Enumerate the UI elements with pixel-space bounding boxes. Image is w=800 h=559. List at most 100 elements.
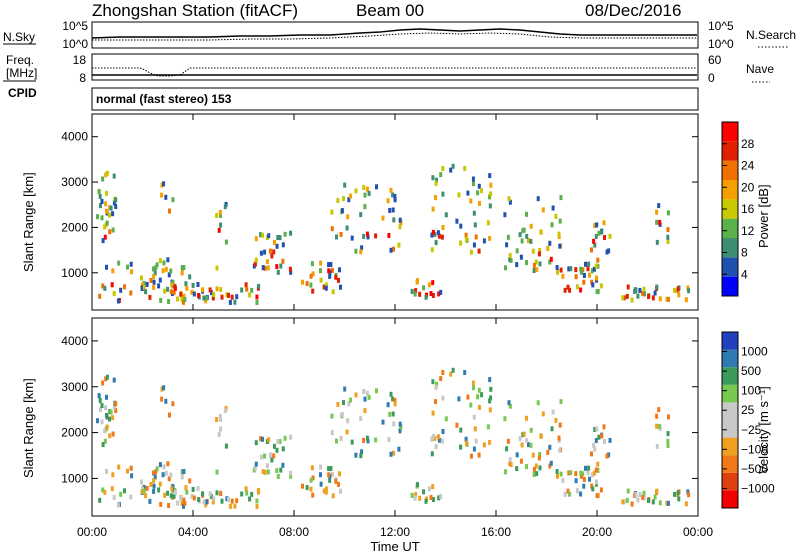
velocity-cell [559,399,563,405]
power-cell [559,195,563,201]
power-cell [466,190,470,196]
power-cell [518,232,522,238]
power-cell [594,263,598,269]
power-cell [472,242,476,248]
velocity-cell [602,424,606,430]
velocity-cell [653,494,657,500]
velocity-cell [469,402,473,408]
velocity-cell [160,386,164,392]
power-cell [554,213,558,219]
velocity-cell [119,491,123,497]
velocity-cell [191,486,195,492]
power-cell [625,293,629,299]
power-cell [311,288,315,294]
power-cell [590,247,593,253]
velocity-cell [162,464,166,470]
power-cell [480,188,484,194]
power-cell [311,271,315,277]
power-cell [100,215,104,221]
power-cell [388,207,392,213]
velocity-cell [327,472,331,478]
power-cell [666,227,670,233]
velocity-cell [667,414,670,420]
power-cell [389,187,393,193]
power-cell [590,279,594,285]
power-cell [112,173,116,179]
y-tick-label: 2000 [61,220,88,234]
power-cell [142,284,146,290]
velocity-cell [550,426,554,432]
velocity-cell [555,469,559,474]
velocity-cell [466,394,470,400]
power-cell [350,235,354,241]
power-cell [568,287,572,293]
power-cell [459,240,463,246]
velocity-cell [676,490,680,496]
power-cell [541,207,545,213]
power-cell [641,290,645,296]
power-cell [319,277,323,283]
power-cell [666,234,670,240]
velocity-cell [319,464,323,470]
date-label: 08/Dec/2016 [585,1,681,20]
power-cell [289,269,293,275]
velocity-cell [359,416,363,422]
power-cell [334,274,338,280]
power-cell [204,298,208,304]
power-cell [255,294,259,300]
power-cell [602,220,606,226]
velocity-cell [104,405,108,411]
power-cell [647,294,650,299]
velocity-cell [114,401,118,407]
power-cell [253,261,257,267]
colorbar-segment [722,160,738,180]
velocity-cell [305,485,309,491]
noise-panel: N.Sky 10^5 10^0 10^5 10^0 N.Search [3,19,796,51]
power-cell [430,232,434,238]
power-cell [595,275,598,281]
power-cell [188,274,192,280]
power-cell [180,296,184,302]
power-cell [488,173,492,179]
power-cell [574,267,578,273]
velocity-cell [309,477,313,483]
velocity-cell [340,412,344,418]
y-tick-label: 4000 [61,130,88,144]
power-cell [215,286,219,292]
velocity-cell [270,457,274,463]
power-cell [375,184,378,190]
velocity-cell [389,451,393,457]
power-cell [558,243,562,249]
velocity-cell [217,431,221,437]
velocity-cell [148,498,152,504]
power-cell [532,268,536,273]
y-tick-label: 3000 [61,175,88,189]
power-cell [536,196,540,202]
power-cell [248,292,252,298]
power-cell [329,262,333,267]
power-cell [673,287,676,293]
power-cell [449,167,453,173]
power-cell [254,236,258,242]
velocity-cell [488,398,492,404]
velocity-cell [334,478,338,484]
power-cell [413,291,417,297]
velocity-cell [569,470,573,476]
power-cell [166,257,170,263]
velocity-cell [439,376,443,382]
power-cell [441,225,445,230]
velocity-cell [587,465,591,471]
velocity-cell [375,388,378,394]
power-cell [152,284,156,290]
power-cell [567,266,571,272]
power-cell [105,264,108,270]
power-cell [337,277,340,283]
colorbar-tick-label: −100 [741,442,768,456]
velocity-cell [142,488,146,494]
velocity-cell [164,470,168,476]
power-cell [346,214,350,220]
velocity-cell [541,411,545,417]
power-cell [152,266,155,272]
y-tick-label: 2000 [61,426,88,440]
colorbar-segment [722,349,738,368]
